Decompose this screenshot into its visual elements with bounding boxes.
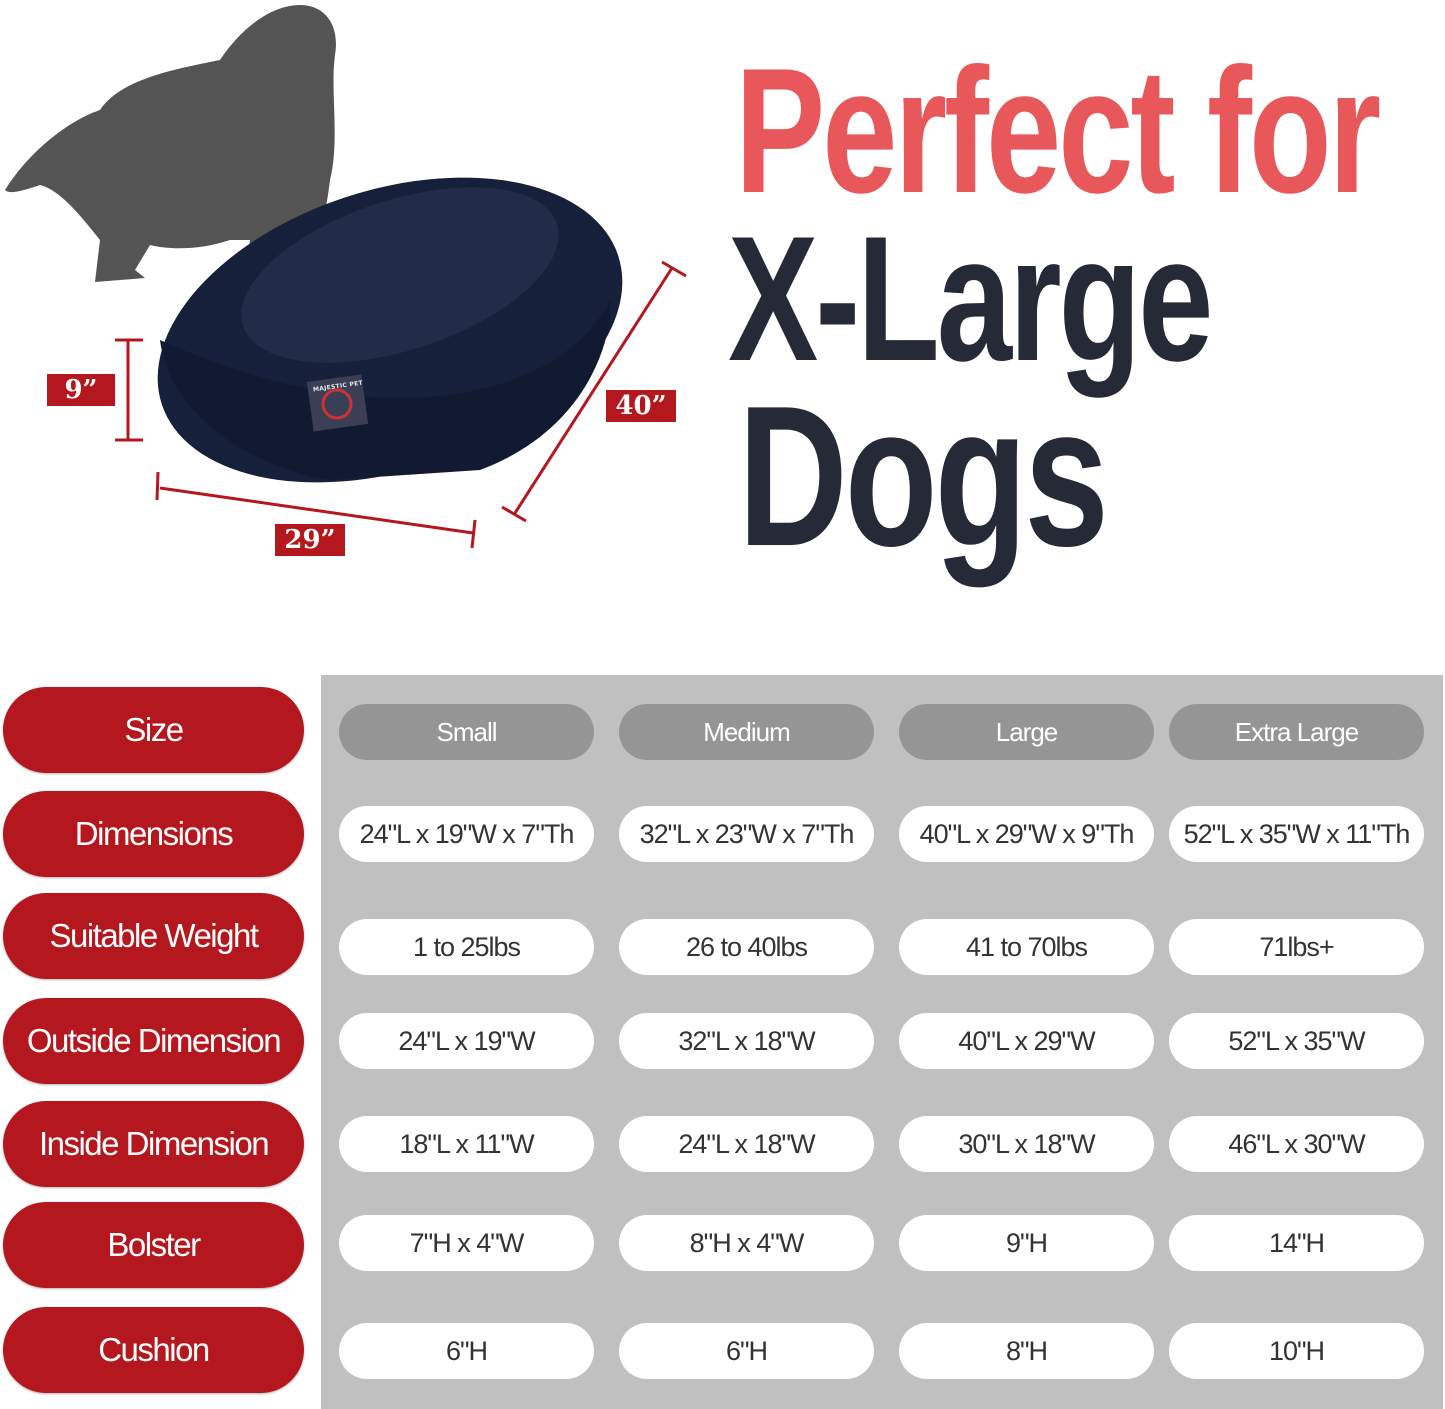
table-cell: 40"L x 29"W x 9"Th <box>899 806 1154 862</box>
row-label: Suitable Weight <box>3 893 304 979</box>
headline-line-1: Perfect for <box>735 31 1381 230</box>
table-cell: 8"H x 4"W <box>619 1215 874 1271</box>
dog-bed-illustration <box>5 5 687 549</box>
dog-silhouette-icon <box>5 5 336 282</box>
height-measurement-label: 9” <box>47 374 115 406</box>
row-label: Outside Dimension <box>3 998 304 1084</box>
table-cell: 7"H x 4"W <box>339 1215 594 1271</box>
table-cell: 41 to 70lbs <box>899 919 1154 975</box>
row-label: Dimensions <box>3 791 304 877</box>
table-cell: 52"L x 35"W x 11"Th <box>1169 806 1424 862</box>
row-label: Cushion <box>3 1307 304 1393</box>
table-cell: 40"L x 29"W <box>899 1013 1154 1069</box>
brand-tag-icon <box>306 374 369 432</box>
table-cell: 1 to 25lbs <box>339 919 594 975</box>
table-cell: 52"L x 35"W <box>1169 1013 1424 1069</box>
table-cell: 30"L x 18"W <box>899 1116 1154 1172</box>
table-cell: 24"L x 19"W <box>339 1013 594 1069</box>
row-label: Size <box>3 687 304 773</box>
table-cell: 9"H <box>899 1215 1154 1271</box>
column-header: Extra Large <box>1169 704 1424 760</box>
row-label: Inside Dimension <box>3 1101 304 1187</box>
measurement-lines <box>115 260 687 549</box>
column-header: Small <box>339 704 594 760</box>
table-cell: 6"H <box>339 1323 594 1379</box>
table-cell: 18"L x 11"W <box>339 1116 594 1172</box>
table-cell: 26 to 40lbs <box>619 919 874 975</box>
table-cell: 10"H <box>1169 1323 1424 1379</box>
length-measurement-label: 40” <box>606 390 676 422</box>
table-cell: 32"L x 18"W <box>619 1013 874 1069</box>
table-cell: 8"H <box>899 1323 1154 1379</box>
headline-line-2: X-Large <box>728 199 1213 398</box>
column-header: Large <box>899 704 1154 760</box>
table-cell: 32"L x 23"W x 7"Th <box>619 806 874 862</box>
table-cell: 24"L x 19"W x 7"Th <box>339 806 594 862</box>
table-cell: 14"H <box>1169 1215 1424 1271</box>
table-cell: 24"L x 18"W <box>619 1116 874 1172</box>
dog-bed-cushion <box>241 187 559 363</box>
headline-line-3: Dogs <box>738 365 1109 588</box>
table-cell: 46"L x 30"W <box>1169 1116 1424 1172</box>
column-header: Medium <box>619 704 874 760</box>
table-cell: 71lbs+ <box>1169 919 1424 975</box>
width-measurement-label: 29” <box>275 524 345 556</box>
row-label: Bolster <box>3 1202 304 1288</box>
table-cell: 6"H <box>619 1323 874 1379</box>
